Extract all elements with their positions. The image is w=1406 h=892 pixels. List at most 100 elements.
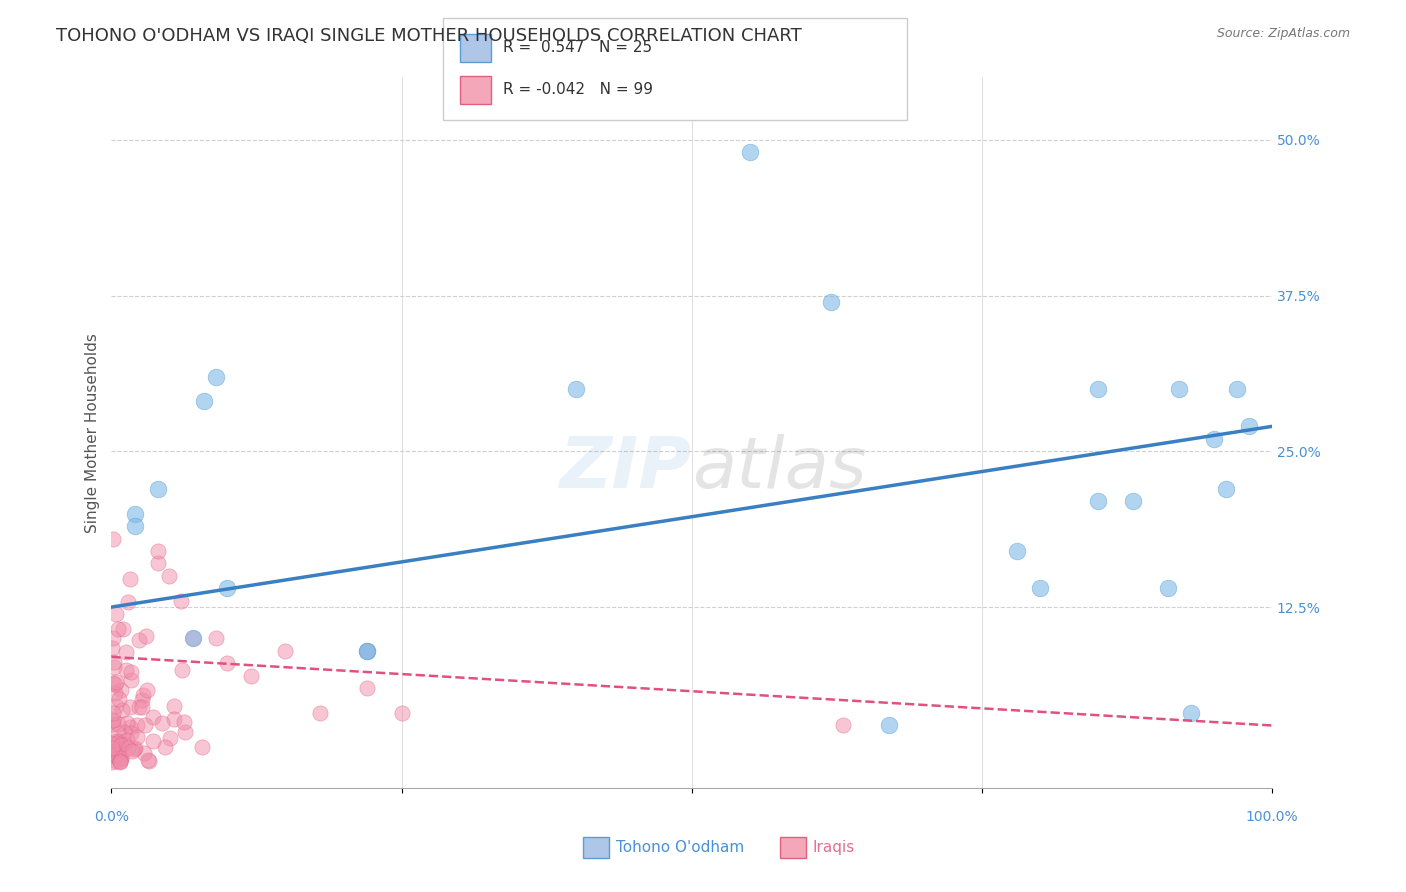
Point	[356, 643, 378, 657]
Text: 0.0%: 0.0%	[94, 810, 129, 824]
Point	[103, 717, 125, 731]
Point	[1122, 494, 1144, 508]
Point	[877, 718, 900, 732]
Point	[134, 718, 156, 732]
Point	[124, 507, 146, 521]
Point	[135, 629, 157, 643]
Point	[120, 720, 142, 734]
Point	[117, 595, 139, 609]
Point	[101, 756, 124, 770]
Point	[138, 755, 160, 769]
Point	[124, 741, 146, 756]
Point	[107, 741, 129, 756]
Point	[108, 734, 131, 748]
Point	[564, 382, 586, 396]
Point	[127, 717, 149, 731]
Point	[131, 693, 153, 707]
Point	[309, 706, 332, 720]
Point	[115, 732, 138, 747]
Point	[103, 747, 125, 761]
Text: Source: ZipAtlas.com: Source: ZipAtlas.com	[1216, 27, 1350, 40]
Point	[120, 726, 142, 740]
Point	[108, 735, 131, 749]
Point	[108, 692, 131, 706]
Point	[131, 688, 153, 702]
Point	[150, 715, 173, 730]
Y-axis label: Single Mother Households: Single Mother Households	[86, 333, 100, 533]
Point	[820, 294, 842, 309]
Point	[104, 699, 127, 714]
Point	[110, 751, 132, 765]
Point	[104, 736, 127, 750]
Point	[356, 643, 378, 657]
Point	[181, 632, 204, 646]
Point	[124, 519, 146, 533]
Point	[131, 699, 153, 714]
Point	[100, 740, 122, 755]
Text: R = -0.042   N = 99: R = -0.042 N = 99	[503, 82, 654, 96]
Point	[115, 663, 138, 677]
Point	[173, 724, 195, 739]
Point	[108, 748, 131, 763]
Point	[148, 556, 170, 570]
Point	[110, 738, 132, 752]
Text: atlas: atlas	[692, 434, 866, 502]
Point	[108, 755, 131, 769]
Point	[205, 369, 228, 384]
Point	[110, 750, 132, 764]
Point	[108, 754, 131, 768]
Point	[101, 706, 124, 720]
Point	[274, 643, 297, 657]
Text: Iraqis: Iraqis	[813, 840, 855, 855]
Point	[107, 716, 129, 731]
Point	[104, 748, 127, 763]
Point	[120, 673, 142, 688]
Point	[1087, 494, 1109, 508]
Point	[103, 655, 125, 669]
Point	[193, 394, 215, 409]
Point	[1005, 544, 1028, 558]
Point	[170, 664, 193, 678]
Point	[115, 716, 138, 731]
Point	[103, 660, 125, 674]
Point	[1226, 382, 1249, 396]
Point	[104, 744, 127, 758]
Point	[107, 725, 129, 739]
Point	[120, 665, 142, 679]
Point	[191, 740, 214, 755]
Point	[101, 631, 124, 645]
Point	[738, 145, 761, 160]
Point	[1180, 706, 1202, 720]
Point	[104, 734, 127, 748]
Point	[153, 739, 176, 754]
Text: TOHONO O'ODHAM VS IRAQI SINGLE MOTHER HOUSEHOLDS CORRELATION CHART: TOHONO O'ODHAM VS IRAQI SINGLE MOTHER HO…	[56, 27, 801, 45]
Point	[1237, 419, 1260, 434]
Point	[101, 675, 124, 690]
Point	[112, 724, 135, 739]
Point	[107, 622, 129, 636]
Text: Tohono O'odham: Tohono O'odham	[616, 840, 744, 855]
Point	[117, 740, 139, 755]
Point	[104, 686, 127, 700]
Point	[1156, 582, 1178, 596]
Point	[1087, 382, 1109, 396]
Point	[108, 754, 131, 768]
Point	[122, 741, 145, 756]
Point	[146, 482, 169, 496]
Point	[107, 739, 129, 754]
Point	[831, 718, 853, 732]
Text: ZIP: ZIP	[560, 434, 692, 502]
Point	[1202, 432, 1225, 446]
Point	[162, 712, 184, 726]
Point	[356, 681, 378, 695]
Point	[112, 737, 135, 751]
Point	[159, 569, 181, 583]
Point	[101, 714, 124, 729]
Point	[159, 731, 181, 745]
Point	[356, 643, 378, 657]
Point	[128, 633, 150, 648]
Point	[217, 582, 239, 596]
Point	[1168, 382, 1191, 396]
Text: R =  0.547   N = 25: R = 0.547 N = 25	[503, 40, 652, 54]
Point	[132, 746, 155, 760]
